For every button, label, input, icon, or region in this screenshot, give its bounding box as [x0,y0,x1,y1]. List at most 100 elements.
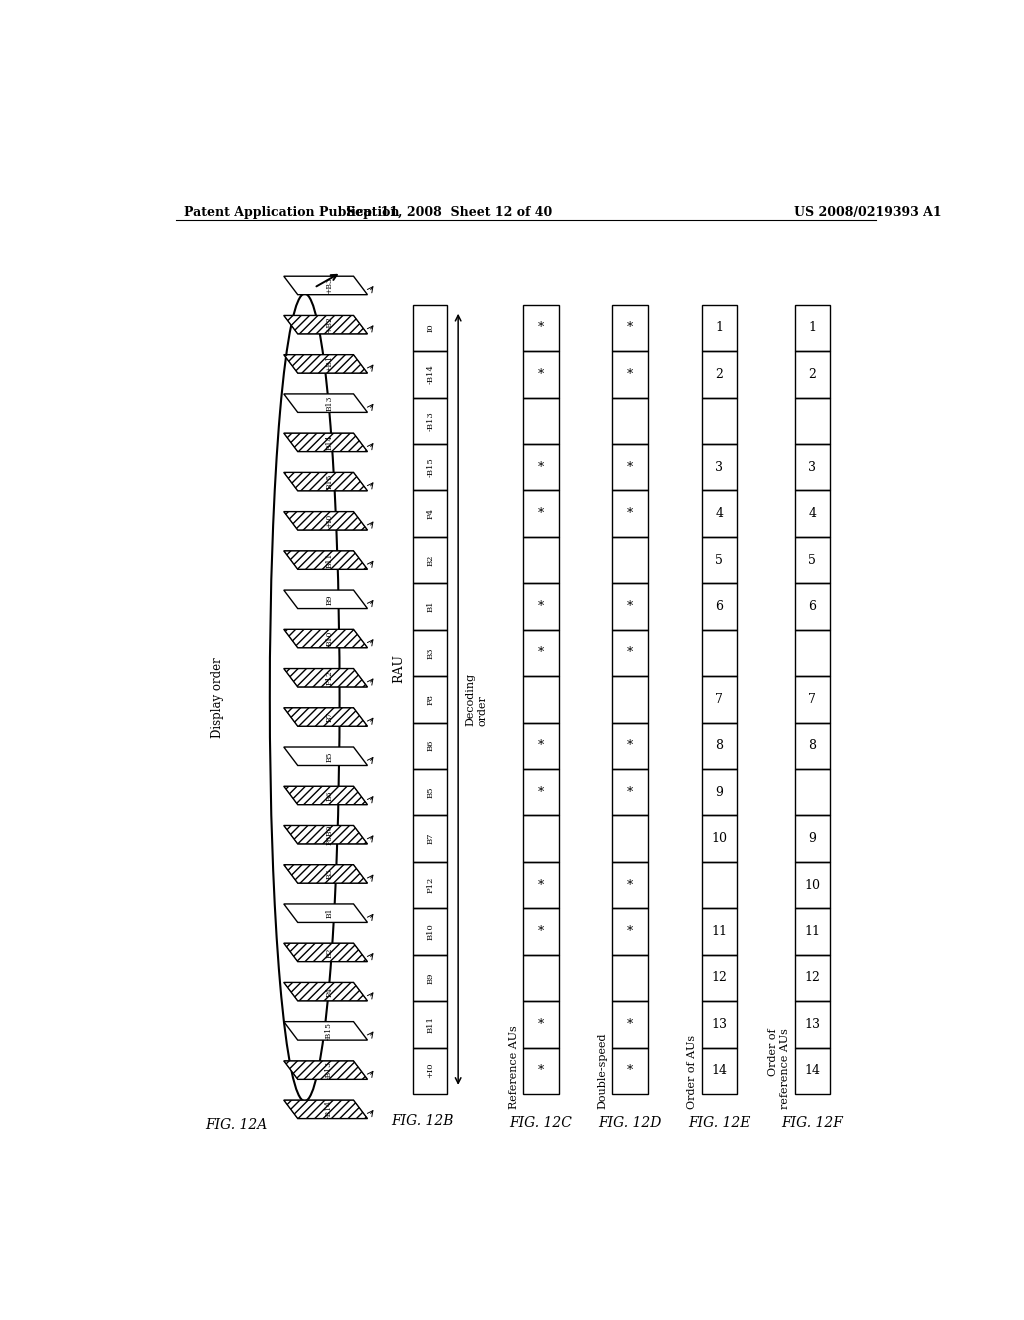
Polygon shape [284,1061,368,1080]
Text: B5: B5 [325,751,333,762]
Bar [523,908,559,954]
Bar [612,491,648,537]
Text: RAU: RAU [393,653,406,682]
Bar [795,954,830,1001]
Text: *: * [538,321,544,334]
Text: -B14: -B14 [325,1101,333,1118]
Polygon shape [284,1100,368,1118]
Bar [612,305,648,351]
Text: B15: B15 [325,474,333,490]
Text: 6: 6 [716,601,723,612]
Text: B1: B1 [426,601,434,612]
Bar [795,305,830,351]
Polygon shape [284,630,368,648]
Text: B2: B2 [426,554,434,566]
Text: 4: 4 [808,507,816,520]
Polygon shape [284,865,368,883]
Bar [523,676,559,722]
Bar [414,491,447,537]
Text: B6: B6 [325,791,333,801]
Text: B6: B6 [426,741,434,751]
Bar [795,583,830,630]
Text: P4: P4 [325,986,333,997]
Text: FIG. 12C: FIG. 12C [510,1117,572,1130]
Bar [414,862,447,908]
Polygon shape [284,473,368,491]
Text: 8: 8 [716,739,723,752]
Bar [523,397,559,444]
Text: +I0: +I0 [325,513,333,528]
Bar [612,722,648,770]
Text: B3: B3 [325,869,333,879]
Text: 3: 3 [808,461,816,474]
Bar [414,630,447,676]
Text: P12: P12 [325,671,333,685]
Bar [523,444,559,491]
Text: 6: 6 [808,601,816,612]
Text: 5: 5 [808,553,816,566]
Text: 5: 5 [716,553,723,566]
Text: 12: 12 [712,972,727,985]
Bar [701,351,737,397]
Bar [795,630,830,676]
Text: 7: 7 [808,693,816,706]
Bar [612,770,648,816]
Text: 1: 1 [716,321,723,334]
Bar [612,954,648,1001]
Bar [701,1048,737,1094]
Text: *: * [538,647,544,660]
Bar [701,305,737,351]
Text: 3: 3 [716,461,723,474]
Text: +B2: +B2 [325,317,333,333]
Bar [701,491,737,537]
Bar [701,397,737,444]
Text: 10: 10 [712,832,727,845]
Bar [414,351,447,397]
Text: Double-speed: Double-speed [598,1032,607,1109]
Bar [795,816,830,862]
Text: Order of AUs: Order of AUs [687,1035,697,1109]
Text: *: * [538,507,544,520]
Bar [612,676,648,722]
Bar [523,816,559,862]
Text: Sep. 11, 2008  Sheet 12 of 40: Sep. 11, 2008 Sheet 12 of 40 [346,206,553,219]
Polygon shape [284,276,368,294]
Bar [612,816,648,862]
Bar [612,583,648,630]
Bar [523,770,559,816]
Text: *: * [538,1018,544,1031]
Bar [414,1048,447,1094]
Text: -B14: -B14 [426,364,434,384]
Text: B3: B3 [426,647,434,659]
Bar [795,770,830,816]
Polygon shape [284,982,368,1001]
Bar [795,491,830,537]
Polygon shape [284,708,368,726]
Bar [701,583,737,630]
Text: 2: 2 [808,368,816,381]
Bar [701,770,737,816]
Text: FIG. 12B: FIG. 12B [391,1114,454,1127]
Text: *: * [538,785,544,799]
Text: P8: P8 [426,694,434,705]
Text: *: * [627,321,633,334]
Text: *: * [538,368,544,381]
Bar [414,537,447,583]
Text: 8: 8 [808,739,816,752]
Bar [523,1001,559,1048]
Text: P4: P4 [426,508,434,519]
Text: 10: 10 [804,879,820,891]
Bar [523,491,559,537]
Polygon shape [284,590,368,609]
Bar [523,722,559,770]
Bar [795,444,830,491]
Polygon shape [284,1022,368,1040]
Text: FIG. 12D: FIG. 12D [598,1117,662,1130]
Text: 13: 13 [804,1018,820,1031]
Text: 9: 9 [808,832,816,845]
Text: *: * [627,507,633,520]
Text: B9: B9 [426,972,434,983]
Text: +B1: +B1 [325,355,333,372]
Bar [523,351,559,397]
Text: *: * [627,785,633,799]
